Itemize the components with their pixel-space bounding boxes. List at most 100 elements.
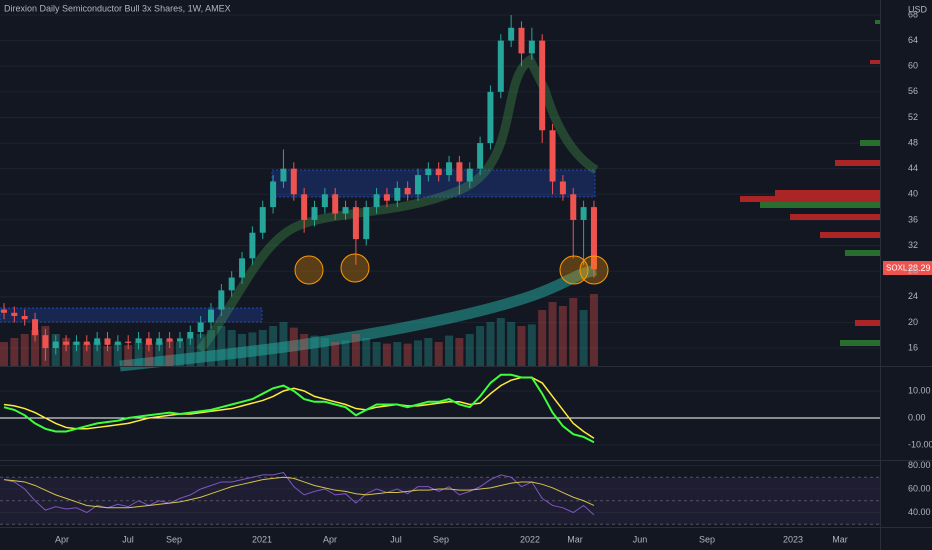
volume-bar <box>476 326 485 366</box>
volume-bar <box>362 338 371 366</box>
volume-bar <box>403 343 412 366</box>
candle-body <box>52 341 59 349</box>
candle-body <box>477 143 484 169</box>
candle-body <box>508 27 515 41</box>
x-tick-label: Sep <box>166 534 182 544</box>
candle-body <box>373 194 380 208</box>
y-tick-label: 20 <box>908 317 918 327</box>
candle-body <box>63 341 70 345</box>
volume-bar <box>424 338 433 366</box>
candle-body <box>466 168 473 182</box>
volume-bar <box>124 345 133 366</box>
annotations <box>294 253 609 285</box>
zone <box>0 307 263 323</box>
candle-body <box>249 232 256 259</box>
y-tick-label: 36 <box>908 214 918 224</box>
signal-line <box>3 376 595 439</box>
candle-body <box>415 175 421 195</box>
candle-body <box>166 338 173 342</box>
volume-bar <box>248 332 257 366</box>
candle-body <box>280 168 287 182</box>
volume-bar <box>0 342 8 366</box>
y-tick-label: 24 <box>908 291 918 301</box>
candle-body <box>425 168 432 176</box>
volume <box>0 294 598 366</box>
volume-bar <box>165 340 174 366</box>
volume-bar <box>569 298 578 366</box>
volume-bar <box>31 330 40 366</box>
candle-body <box>145 338 152 345</box>
volume-bar <box>538 310 547 366</box>
volume-bar <box>238 334 247 366</box>
candle-body <box>42 335 49 349</box>
candle-body <box>156 338 163 345</box>
candle-body <box>446 162 453 176</box>
candle-body <box>559 181 566 195</box>
volume-bar <box>134 342 143 366</box>
volume-bar <box>517 326 526 366</box>
volume-bar <box>331 342 340 366</box>
x-tick-label: Apr <box>323 534 337 544</box>
volume-bar <box>269 326 278 366</box>
volume-bar <box>258 330 267 366</box>
volume-bar <box>20 334 29 366</box>
circle <box>294 255 324 285</box>
y-tick-label: 40 <box>908 189 918 199</box>
candle-body <box>456 162 463 182</box>
candle-body <box>197 322 204 332</box>
volume-bar <box>507 322 516 366</box>
volume-bar <box>93 342 102 366</box>
volume-profile <box>740 20 880 346</box>
candle-body <box>114 341 121 345</box>
volume-bar <box>186 338 195 366</box>
x-tick-label: Sep <box>433 534 449 544</box>
candle-body <box>332 194 339 214</box>
volume-bar <box>310 335 319 366</box>
candle-body <box>135 338 142 343</box>
y-tick-label: 16 <box>908 342 918 352</box>
candle-body <box>311 207 318 220</box>
zone <box>271 169 596 198</box>
volume-bar <box>72 342 81 366</box>
y-tick-label: 40.00 <box>908 507 931 517</box>
macd-line <box>3 373 595 444</box>
candle-body <box>528 40 535 54</box>
candle-body <box>228 277 235 291</box>
volume-bar <box>103 346 112 366</box>
volume-bar <box>579 310 588 366</box>
volume-bar <box>300 334 309 366</box>
volume-bar <box>196 334 205 366</box>
candle-body <box>83 341 90 345</box>
y-tick-label: 52 <box>908 112 918 122</box>
volume-bar <box>414 340 422 366</box>
candle-body <box>570 194 577 220</box>
candle-body <box>290 168 297 195</box>
y-tick-label: 60.00 <box>908 483 931 493</box>
volume-bar <box>175 342 184 366</box>
volume-bar <box>227 330 236 366</box>
x-tick-label: 2021 <box>252 534 272 544</box>
x-tick-label: 2023 <box>783 534 803 544</box>
candle-body <box>321 194 328 208</box>
x-tick-label: Mar <box>832 534 848 544</box>
volume-bar <box>445 335 454 366</box>
candle-body <box>208 309 214 323</box>
volume-bar <box>486 322 495 366</box>
volume-bar <box>455 338 464 366</box>
candle-body <box>383 194 390 201</box>
volume-bar <box>548 302 557 366</box>
candle-body <box>590 207 597 270</box>
y-tick-label: 28 <box>908 266 918 276</box>
candle-body <box>539 40 546 131</box>
candle-body <box>404 187 411 195</box>
x-tick-label: 2022 <box>520 534 540 544</box>
candle-body <box>352 207 359 240</box>
x-tick-label: Jul <box>390 534 402 544</box>
volume-bar <box>62 338 71 366</box>
candle-body <box>187 331 194 339</box>
volume-bar <box>393 342 402 366</box>
y-tick-label: 32 <box>908 240 918 250</box>
y-tick-label: 60 <box>908 61 918 71</box>
candle-body <box>21 315 28 320</box>
